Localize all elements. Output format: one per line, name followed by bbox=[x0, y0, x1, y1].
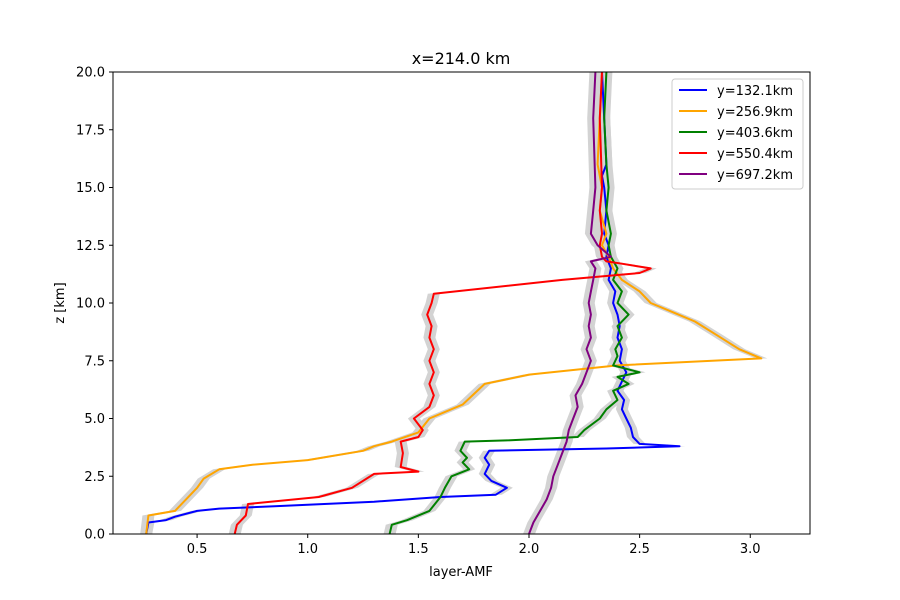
x-axis-ticks: 0.5 1.0 1.5 2.0 2.5 3.0 bbox=[187, 534, 761, 557]
plot-area bbox=[140, 71, 768, 535]
y-tick-label: 15.0 bbox=[76, 181, 105, 196]
y-tick-label: 2.5 bbox=[84, 470, 105, 485]
legend-label: y=403.6km bbox=[717, 126, 793, 141]
x-tick-label: 1.5 bbox=[408, 542, 429, 557]
y-tick-label: 7.5 bbox=[84, 354, 105, 369]
series-line-5 bbox=[528, 71, 612, 535]
series-line-3 bbox=[388, 71, 641, 535]
y-tick-label: 5.0 bbox=[84, 412, 105, 427]
uncertainty-bands bbox=[140, 72, 768, 534]
y-tick-label: 10.0 bbox=[76, 297, 105, 312]
x-tick-label: 0.5 bbox=[187, 542, 208, 557]
y-tick-label: 20.0 bbox=[76, 66, 105, 81]
legend: y=132.1km y=256.9km y=403.6km y=550.4km y=69… bbox=[671, 78, 804, 190]
x-axis-label: layer-AMF bbox=[429, 565, 493, 580]
y-tick-label: 0.0 bbox=[84, 528, 105, 543]
x-tick-label: 2.0 bbox=[519, 542, 540, 557]
legend-label: y=550.4km bbox=[717, 147, 793, 162]
y-axis-label: z [km] bbox=[53, 282, 68, 323]
x-tick-label: 1.0 bbox=[297, 542, 318, 557]
series-line-1 bbox=[145, 71, 681, 535]
y-axis-ticks: 0.0 2.5 5.0 7.5 10.0 12.5 15.0 17.5 20.0 bbox=[76, 66, 113, 543]
x-tick-label: 2.5 bbox=[629, 542, 650, 557]
series-lines bbox=[145, 71, 763, 535]
uncertainty-band-2 bbox=[140, 72, 768, 534]
series-line-4 bbox=[233, 71, 652, 535]
x-tick-label: 3.0 bbox=[740, 542, 761, 557]
legend-label: y=132.1km bbox=[717, 84, 793, 99]
series-line-2 bbox=[145, 71, 763, 535]
legend-box bbox=[671, 78, 804, 190]
legend-label: y=256.9km bbox=[717, 105, 793, 120]
uncertainty-band-5 bbox=[523, 72, 617, 534]
chart-title: x=214.0 km bbox=[412, 49, 511, 68]
legend-label: y=697.2km bbox=[717, 168, 793, 183]
y-tick-label: 12.5 bbox=[76, 239, 105, 254]
y-tick-label: 17.5 bbox=[76, 123, 105, 138]
